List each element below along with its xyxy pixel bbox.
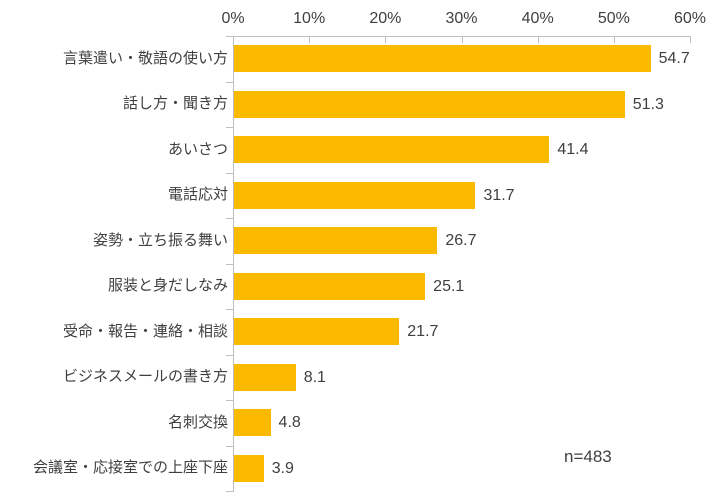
x-axis-tick-label: 20% [369,10,402,27]
value-label: 31.7 [483,186,515,204]
category-label: 話し方・聞き方 [122,95,228,113]
y-axis-line [233,36,234,492]
category-label: 受命・報告・連絡・相談 [62,322,228,340]
category-label: 電話応対 [167,186,228,204]
category-label: 言葉遣い・敬語の使い方 [62,49,228,67]
category-tick-mark [226,400,233,401]
x-axis-tick-mark [309,36,311,43]
x-axis-tick-mark [690,36,691,43]
value-label: 26.7 [445,232,477,250]
category-tick-mark [226,445,233,447]
x-axis-tick-mark [537,36,539,43]
value-label: 41.4 [557,141,589,159]
x-axis-tick-label: 0% [221,10,245,27]
value-label: 54.7 [658,50,690,68]
bar [234,272,426,300]
category-tick-mark [226,172,233,174]
x-axis-tick-label: 50% [597,10,630,27]
bar [234,409,271,437]
x-axis-tick-mark [461,36,463,43]
bar [234,318,400,346]
category-tick-mark [226,81,233,83]
category-tick-mark [226,263,233,265]
x-axis-tick-label: 60% [673,10,707,27]
value-label: 25.1 [433,277,465,295]
bar [234,454,264,482]
category-label: あいさつ [167,140,228,158]
value-label: 51.3 [632,95,664,113]
x-axis-tick-label: 10% [293,10,326,27]
category-label: 服装と身だしなみ [107,277,228,295]
category-label: 名刺交換 [167,413,228,431]
x-axis-tick-label: 30% [445,10,478,27]
value-label: 8.1 [303,368,326,386]
value-label: 21.7 [407,323,439,341]
category-label: 姿勢・立ち振る舞い [92,231,228,249]
x-axis-tick-label: 40% [521,10,554,27]
value-label: 3.9 [271,459,294,477]
x-axis-tick-mark [385,36,387,43]
category-tick-mark [226,354,233,356]
sample-size-note: n=483 [564,447,612,466]
category-tick-mark [226,309,233,310]
bar [234,227,438,255]
category-label: 会議室・応接室での上座下座 [32,459,228,477]
x-axis-tick-mark [613,36,615,43]
category-tick-mark [226,127,233,128]
bar [234,90,625,118]
category-tick-mark [226,491,233,492]
category-tick-mark [226,36,233,37]
value-label: 4.8 [278,414,301,432]
bar [234,181,476,209]
category-tick-mark [226,218,233,219]
bar [234,45,651,73]
category-label: ビジネスメールの書き方 [62,368,228,386]
bar [234,136,550,164]
bar [234,363,296,391]
